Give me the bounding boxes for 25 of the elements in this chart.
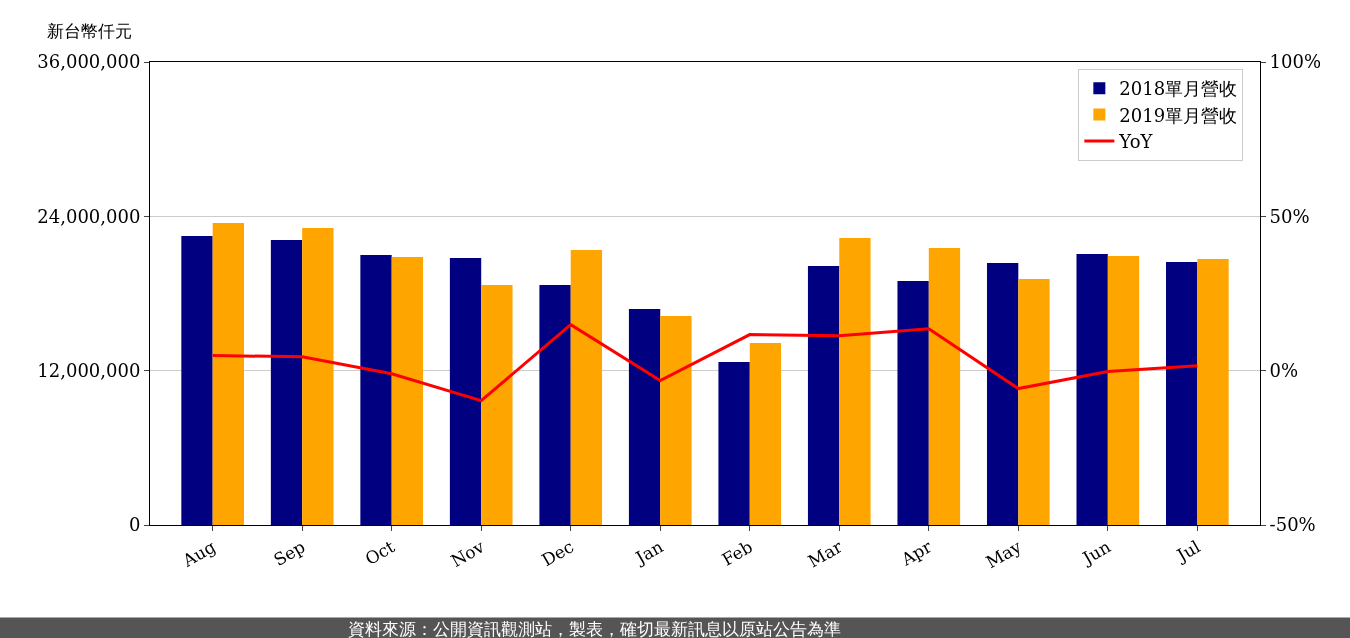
x-tick-label: May — [982, 536, 1025, 573]
x-tick-label: Dec — [538, 536, 577, 571]
x-tick-label: Jun — [1077, 536, 1115, 570]
x-tick-label: Sep — [270, 536, 309, 571]
x-tick-label: Jan — [630, 536, 667, 569]
y-tick-label: 36,000,000 — [37, 51, 141, 73]
x-tick-label: Mar — [804, 535, 847, 572]
x-tick-label: Oct — [361, 536, 399, 569]
x-tick-label: Jul — [1171, 536, 1204, 567]
y2-tick-label: 50% — [1269, 205, 1310, 227]
x-tick-label: Apr — [897, 535, 936, 570]
x-tick-label: Feb — [718, 536, 757, 570]
y2-tick-label: 100% — [1269, 51, 1322, 73]
y-tick-label: 24,000,000 — [37, 205, 141, 227]
y-tick-label: 0 — [128, 514, 141, 536]
y2-tick-label: -50% — [1269, 514, 1316, 536]
x-tick-label: Nov — [447, 536, 488, 572]
x-tick-label: Aug — [178, 536, 220, 572]
legend-label: 2018單月營收 — [1119, 78, 1238, 100]
y2-tick-label: 0% — [1269, 359, 1299, 381]
y-axis-title: 新台幣仟元 — [47, 21, 132, 41]
source-note: 資料來源：公開資訊觀測站，製表，確切最新訊息以原站公告為準 — [348, 619, 841, 638]
legend-label: 2019單月營收 — [1119, 104, 1238, 126]
y-tick-label: 12,000,000 — [37, 359, 141, 381]
legend-label: YoY — [1118, 130, 1154, 152]
